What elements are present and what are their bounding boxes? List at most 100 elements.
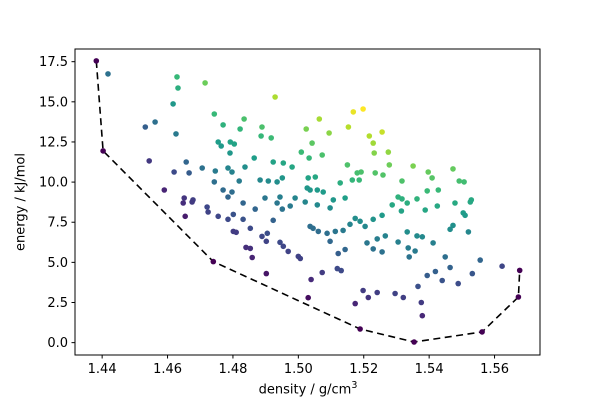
data-point — [342, 195, 348, 201]
data-point — [212, 168, 219, 174]
data-point — [467, 199, 474, 205]
data-point — [344, 162, 351, 168]
data-point — [370, 216, 377, 223]
x-tick-label: 1.54 — [415, 362, 444, 377]
data-point — [305, 294, 312, 301]
data-point — [425, 169, 432, 175]
data-point — [252, 206, 258, 212]
data-point — [265, 178, 272, 184]
data-point — [324, 230, 330, 237]
data-point — [242, 164, 248, 170]
data-point — [220, 187, 226, 193]
data-point — [327, 205, 333, 211]
data-point — [429, 175, 435, 181]
data-point — [499, 263, 505, 270]
data-point — [342, 246, 348, 253]
data-point — [305, 175, 312, 181]
data-point — [352, 300, 359, 307]
data-point — [350, 109, 357, 115]
data-point — [412, 248, 418, 254]
data-point — [274, 179, 280, 185]
data-point — [180, 200, 186, 206]
data-point — [270, 159, 277, 165]
x-tick-label: 1.44 — [88, 362, 117, 377]
data-point — [432, 268, 439, 275]
data-point — [268, 135, 275, 141]
data-point — [189, 199, 195, 205]
data-point — [404, 200, 411, 206]
data-point — [360, 287, 366, 294]
data-point — [292, 195, 298, 201]
data-point — [360, 106, 366, 112]
data-point — [215, 213, 221, 220]
data-point — [356, 177, 363, 183]
data-point — [374, 289, 381, 296]
data-point — [477, 257, 484, 263]
data-point — [435, 187, 442, 193]
data-point — [211, 179, 218, 185]
data-point — [199, 165, 205, 171]
data-point — [231, 141, 238, 147]
data-point — [362, 223, 368, 230]
data-point — [406, 254, 413, 260]
data-point — [310, 225, 316, 232]
data-point — [366, 133, 373, 139]
data-point — [202, 80, 208, 86]
data-point — [236, 178, 242, 184]
data-point — [225, 165, 231, 171]
data-point — [320, 189, 327, 195]
x-axis-label: density / g/cm3 — [259, 379, 358, 397]
data-point — [240, 200, 246, 206]
data-point — [274, 200, 280, 206]
data-point — [335, 250, 342, 257]
data-point — [338, 267, 345, 274]
data-point — [279, 175, 286, 181]
data-point — [280, 243, 287, 250]
data-point — [415, 283, 421, 290]
data-point — [227, 150, 233, 156]
data-point — [229, 169, 235, 175]
y-tick-label: 7.5 — [47, 216, 68, 231]
y-tick-label: 5.0 — [47, 256, 68, 271]
data-point — [452, 200, 458, 206]
data-point — [456, 178, 463, 184]
data-point — [249, 254, 255, 261]
data-point — [233, 229, 239, 236]
data-point — [262, 195, 268, 201]
data-point — [263, 270, 270, 277]
data-point — [400, 294, 407, 301]
data-point — [447, 264, 453, 271]
data-point — [515, 294, 522, 300]
data-point — [354, 170, 361, 176]
convex-hull-line — [95, 60, 521, 343]
data-point — [364, 240, 370, 246]
data-point — [332, 228, 339, 235]
data-point — [225, 216, 231, 223]
x-tick-label: 1.56 — [480, 362, 509, 377]
data-point — [380, 172, 386, 178]
data-point — [263, 238, 270, 245]
data-point — [326, 130, 332, 136]
data-point — [181, 195, 187, 201]
data-point — [302, 199, 309, 205]
data-point — [410, 163, 416, 169]
data-point — [270, 217, 277, 224]
data-point — [225, 194, 231, 200]
data-point — [93, 58, 100, 64]
data-point — [399, 178, 405, 184]
data-point — [240, 216, 246, 223]
data-point — [465, 229, 472, 235]
data-point — [241, 116, 247, 122]
data-point — [439, 277, 446, 284]
data-point — [419, 234, 426, 240]
data-point — [257, 177, 263, 183]
data-point — [174, 74, 180, 80]
data-point — [374, 236, 381, 242]
data-point — [314, 202, 321, 208]
data-point — [379, 249, 385, 255]
data-point — [314, 187, 321, 193]
data-point — [146, 158, 152, 164]
data-point — [455, 280, 462, 287]
